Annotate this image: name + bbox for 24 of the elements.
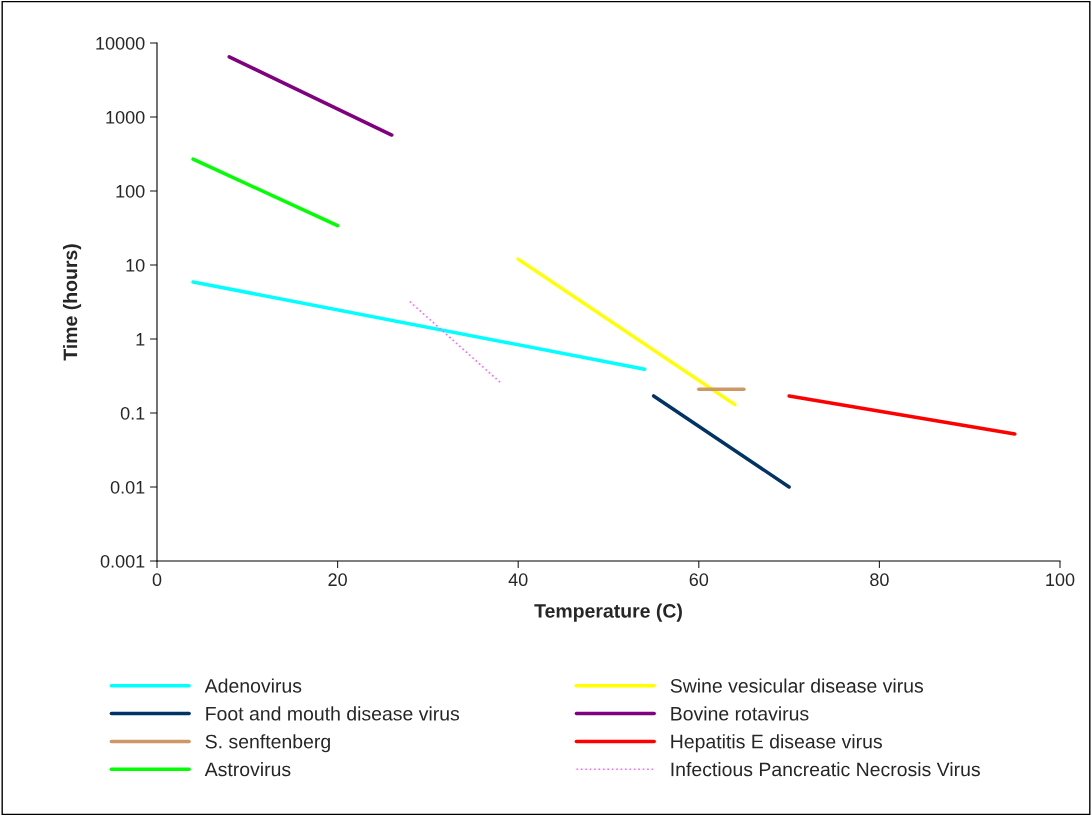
y-tick-label: 10000 [96, 36, 145, 50]
x-axis-title: Temperature (C) [534, 603, 682, 622]
legend-label: Bovine rotavirus [671, 706, 809, 721]
y-tick-label: 100 [116, 184, 145, 198]
y-tick-label: 10 [126, 258, 145, 272]
y-tick-label: 0.1 [120, 406, 145, 420]
y-axis-title: Time (hours) [62, 244, 82, 361]
y-tick-label: 1000 [106, 110, 145, 124]
legend-label: Astrovirus [204, 762, 291, 777]
x-tick-label: 80 [870, 573, 889, 587]
legend-label: Adenovirus [204, 678, 302, 693]
y-tick-label: 1 [136, 333, 145, 346]
x-tick-label: 60 [689, 573, 709, 587]
x-tick-label: 20 [328, 573, 347, 587]
x-tick-label: 40 [508, 573, 528, 587]
legend-label: Foot and mouth disease virus [206, 706, 460, 721]
y-tick-label: 0.001 [100, 554, 145, 568]
x-tick-label: 0 [152, 573, 162, 587]
legend-label: S. senftenberg [205, 734, 330, 753]
y-tick-label: 0.01 [110, 480, 145, 494]
legend-label: Swine vesicular disease virus [670, 678, 924, 693]
legend-label: Infectious Pancreatic Necrosis Virus [671, 762, 980, 777]
x-tick-label: 100 [1046, 573, 1075, 587]
legend-label: Hepatitis E disease virus [671, 734, 882, 753]
